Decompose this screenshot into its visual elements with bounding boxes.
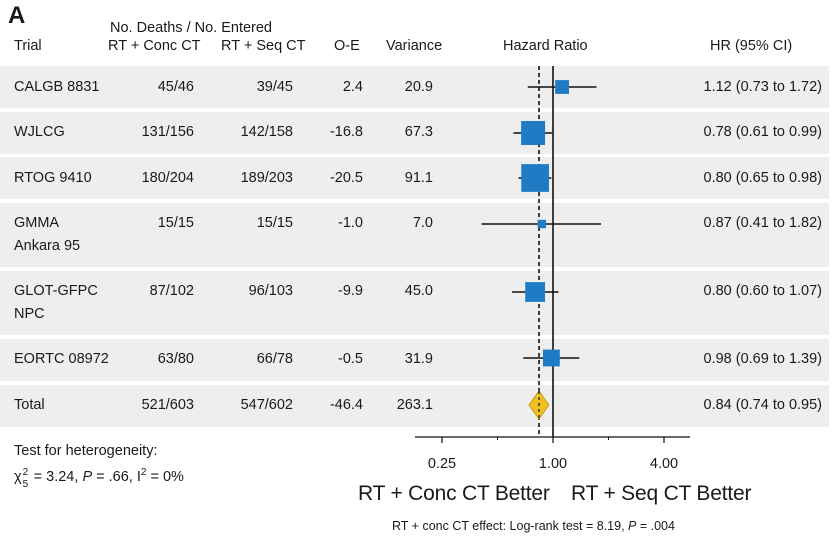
marks-layer: [481, 80, 601, 420]
trial-name-line2: Ankara 95: [14, 238, 81, 254]
oe-value: 2.4: [342, 79, 363, 95]
axis-layer: [415, 66, 690, 443]
conc-deaths: 45/46: [157, 79, 194, 95]
i-value: = 0%: [146, 468, 184, 485]
trial-name: EORTC 08972: [14, 351, 109, 367]
conc-better-label: RT + Conc CT Better: [358, 482, 550, 505]
header-hazard-ratio: Hazard Ratio: [503, 38, 588, 54]
seq-better-label: RT + Seq CT Better: [571, 482, 752, 505]
total-variance: 263.1: [396, 397, 433, 413]
header-variance: Variance: [386, 38, 443, 54]
row-band-2: [0, 112, 829, 154]
hr-ci-text: 0.80 (0.65 to 0.98): [703, 170, 823, 186]
hr-box: [521, 164, 549, 192]
row-band-3: [0, 157, 829, 199]
total-seq: 547/602: [240, 397, 293, 413]
trial-name: GMMA: [14, 215, 60, 231]
conc-deaths: 180/204: [141, 170, 194, 186]
seq-deaths: 189/203: [240, 170, 293, 186]
trial-name: RTOG 9410: [14, 170, 92, 186]
trial-name: GLOT-GFPC: [14, 283, 98, 299]
header-oe: O-E: [334, 38, 360, 54]
hr-box: [555, 80, 569, 94]
row-band-5: [0, 271, 829, 335]
p-label: P: [82, 468, 93, 485]
chi-symbol: χ: [14, 468, 22, 485]
seq-deaths: 66/78: [256, 351, 293, 367]
conc-deaths: 87/102: [149, 283, 194, 299]
seq-deaths: 96/103: [248, 283, 293, 299]
header-trial: Trial: [14, 38, 42, 54]
logrank-note: RT + conc CT effect: Log-rank test = 8.1…: [392, 519, 675, 533]
trial-name: CALGB 8831: [14, 79, 100, 95]
chi-sub: 5: [22, 478, 29, 490]
hr-ci-text: 0.78 (0.61 to 0.99): [703, 124, 823, 140]
chi-sup: 2: [22, 466, 29, 478]
hr-ci-text: 0.87 (0.41 to 1.82): [703, 215, 823, 231]
variance-value: 7.0: [412, 215, 433, 231]
hr-box: [525, 282, 546, 302]
hr-ci-text: 0.98 (0.69 to 1.39): [703, 351, 823, 367]
hr-ci-text: 1.12 (0.73 to 1.72): [703, 79, 823, 95]
panel-label: A: [8, 2, 26, 29]
variance-value: 45.0: [404, 283, 433, 299]
oe-value: -16.8: [329, 124, 363, 140]
x-tick-label: 1.00: [538, 456, 568, 472]
header-hr-ci: HR (95% CI): [710, 38, 793, 54]
hr-box: [542, 349, 560, 367]
header-seq: RT + Seq CT: [221, 38, 306, 54]
total-conc: 521/603: [141, 397, 194, 413]
oe-value: -1.0: [338, 215, 363, 231]
row-band-4: [0, 203, 829, 267]
total-label: Total: [14, 397, 45, 413]
variance-value: 20.9: [404, 79, 433, 95]
variance-value: 91.1: [404, 170, 433, 186]
header-conc: RT + Conc CT: [108, 38, 201, 54]
header-group-title: No. Deaths / No. Entered: [110, 20, 272, 36]
conc-deaths: 15/15: [157, 215, 194, 231]
trial-name: WJLCG: [14, 124, 65, 140]
x-tick-label: 0.25: [427, 456, 457, 472]
oe-value: -0.5: [338, 351, 363, 367]
oe-value: -20.5: [329, 170, 363, 186]
seq-deaths: 15/15: [256, 215, 293, 231]
row-band-total: [0, 385, 829, 427]
conc-deaths: 131/156: [141, 124, 194, 140]
row-band-6: [0, 339, 829, 381]
row-band-1: [0, 66, 829, 108]
total-hr-ci-text: 0.84 (0.74 to 0.95): [703, 397, 823, 413]
hr-box: [537, 219, 547, 229]
trial-name-line2: NPC: [14, 306, 45, 322]
hr-ci-text: 0.80 (0.60 to 1.07): [703, 283, 823, 299]
p-value: = .66, I: [92, 468, 141, 485]
logrank-prefix: RT + conc CT effect: Log-rank test = 8.1…: [392, 519, 629, 533]
total-oe: -46.4: [329, 397, 363, 413]
variance-value: 31.9: [404, 351, 433, 367]
oe-value: -9.9: [338, 283, 363, 299]
seq-deaths: 39/45: [256, 79, 293, 95]
hr-box: [521, 121, 546, 145]
logrank-p-label: P: [628, 519, 637, 533]
x-tick-label: 4.00: [649, 456, 679, 472]
i-sup: 2: [140, 467, 147, 478]
chi-value: = 3.24,: [29, 468, 83, 485]
variance-value: 67.3: [404, 124, 433, 140]
logrank-value: = .004: [636, 519, 675, 533]
heterogeneity-title: Test for heterogeneity:: [14, 443, 158, 459]
seq-deaths: 142/158: [240, 124, 293, 140]
conc-deaths: 63/80: [157, 351, 194, 367]
